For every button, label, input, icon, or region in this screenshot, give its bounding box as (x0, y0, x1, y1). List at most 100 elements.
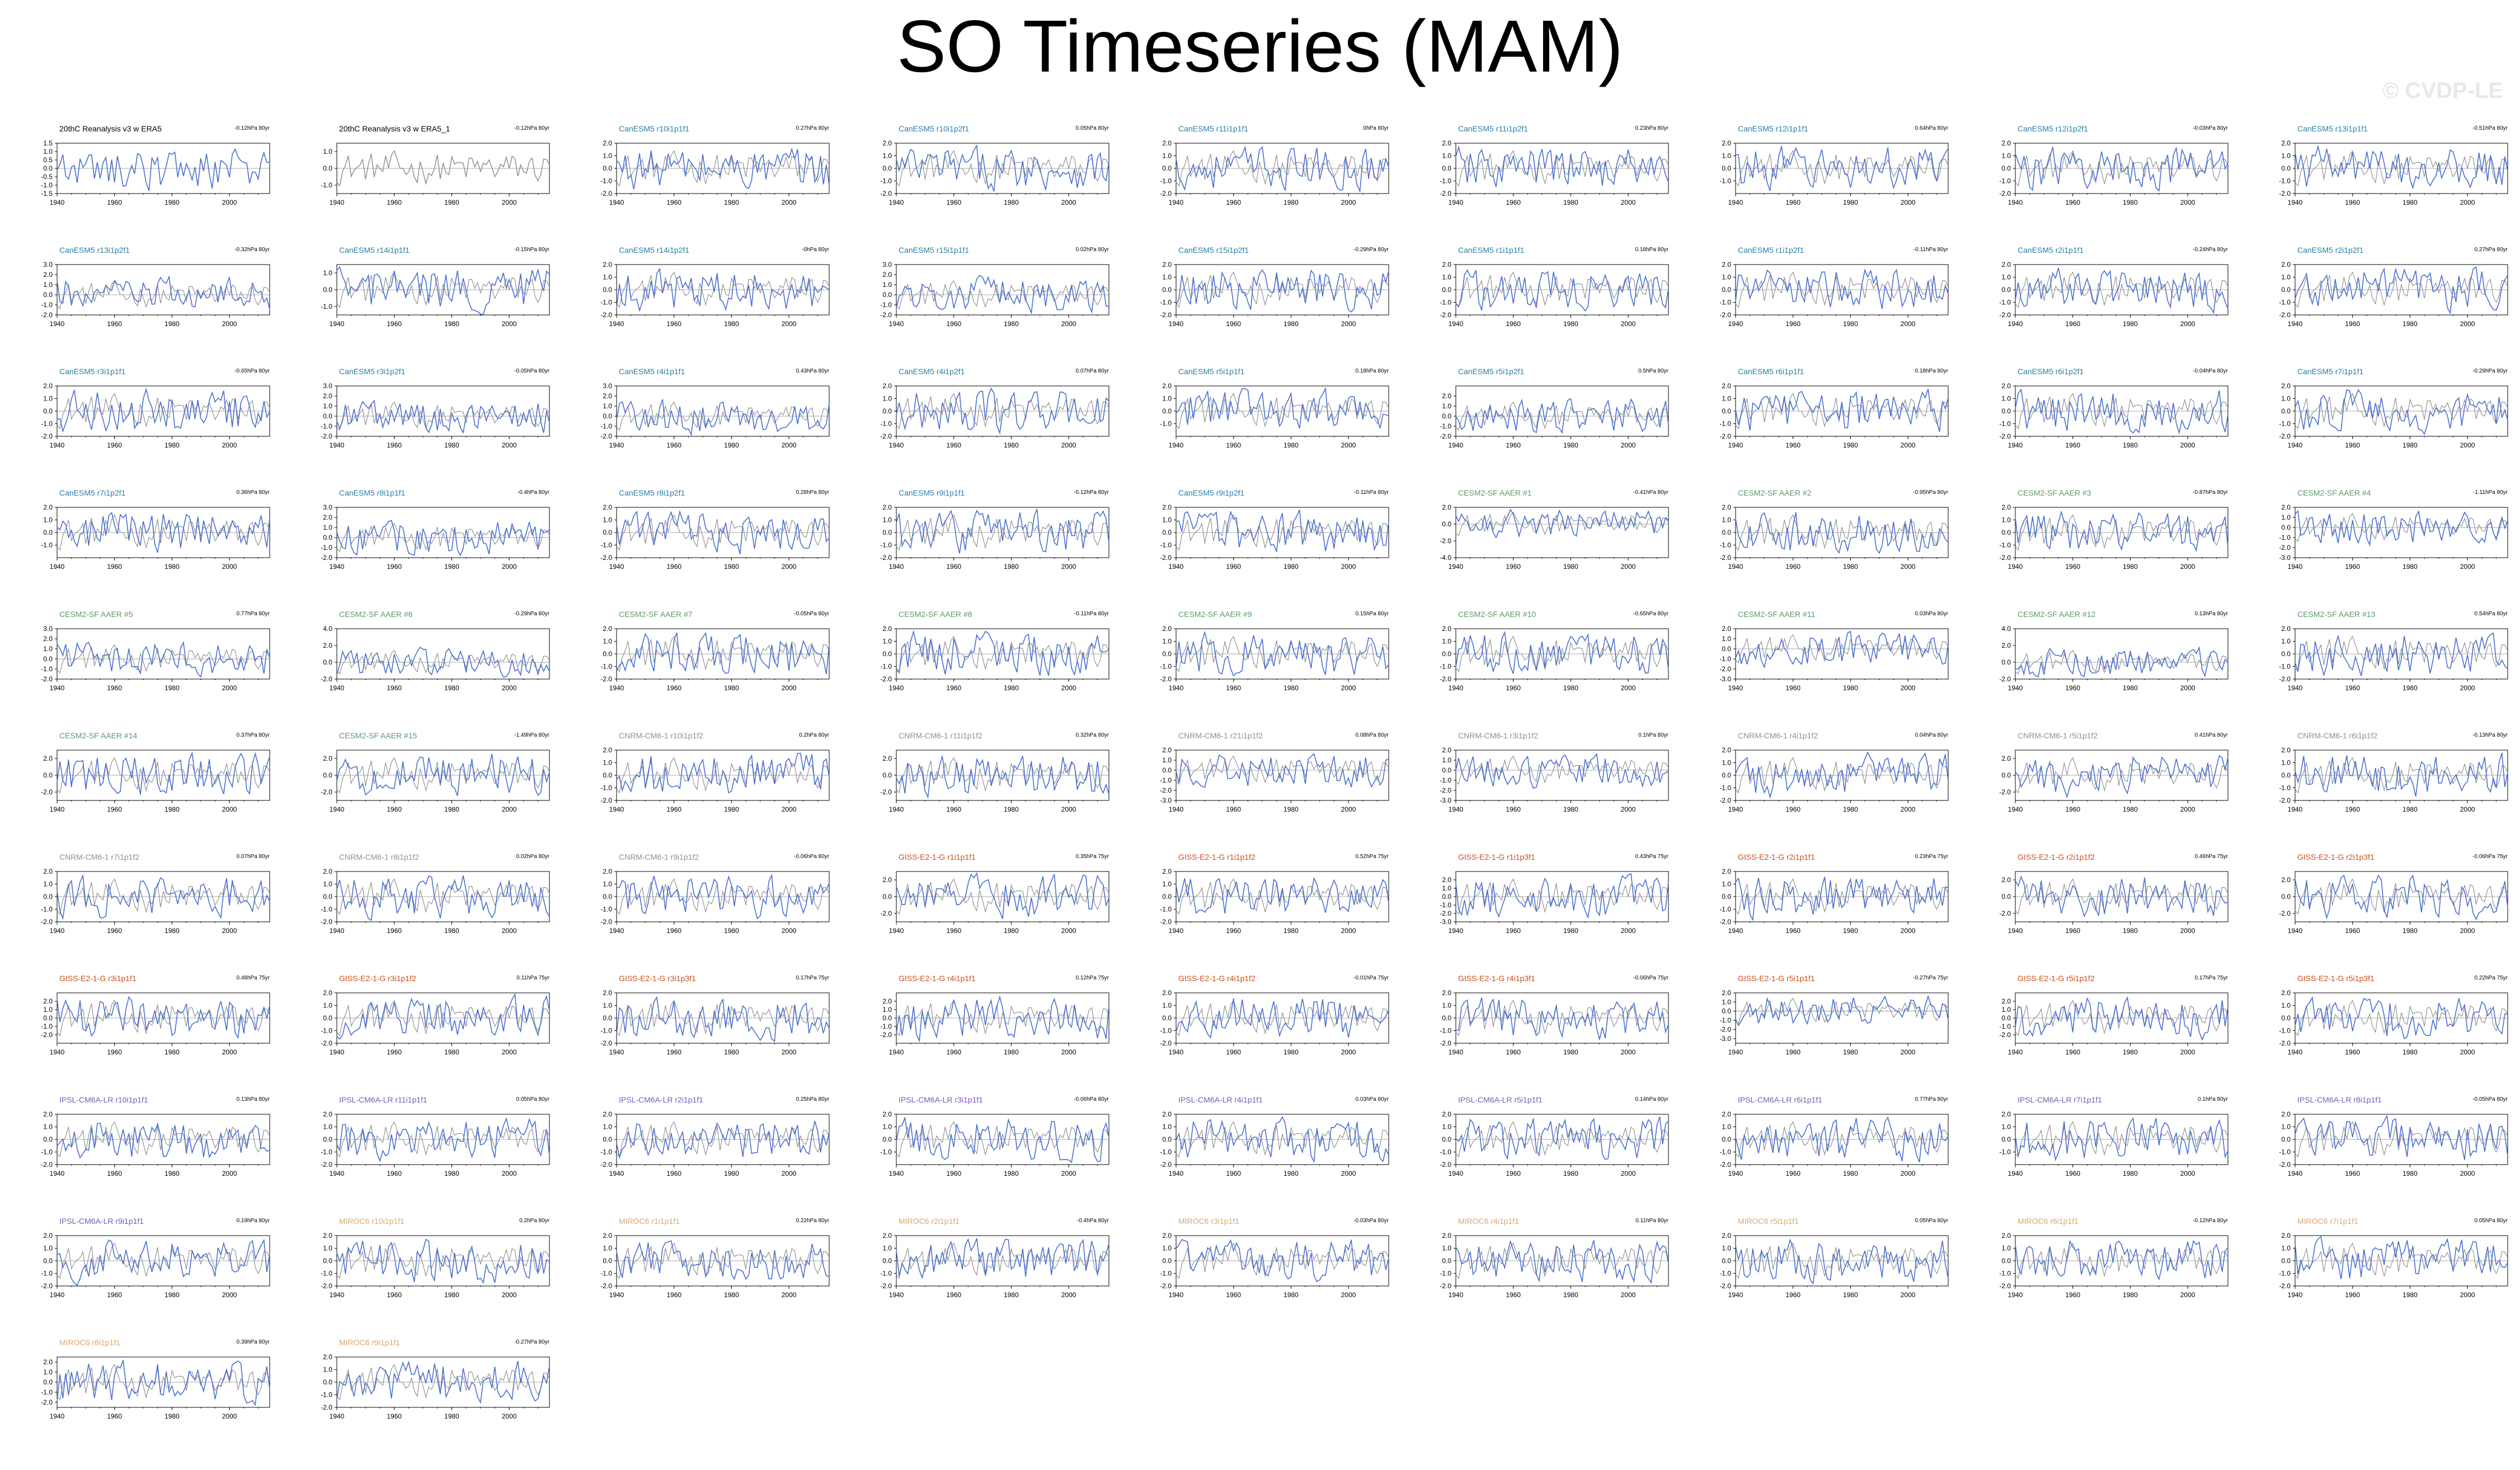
timeseries-panel: CanESM5 r9i1p2f1 -0.11hPa 80yr 2.0 1.0 0.0 -1… (1148, 485, 1394, 580)
y-tick-label: -1.0 (600, 1148, 612, 1156)
x-tick-label: 1980 (164, 684, 180, 692)
x-tick-label: 2000 (1621, 1048, 1636, 1056)
series-line-model (896, 872, 1109, 919)
panel-title: GISS-E2-1-G r1i1p3f1 (1458, 852, 1535, 861)
series-line-model (336, 520, 550, 557)
panel-trend-label: 0.28hPa 80yr (796, 489, 830, 496)
y-tick-label: 1.0 (43, 516, 53, 524)
panel-trend-label: 0.1hPa 80yr (2198, 1096, 2228, 1102)
y-tick-label: 1.0 (323, 524, 332, 531)
panel-title: CanESM5 r7i1p1f1 (2297, 367, 2364, 376)
x-tick-label: 1940 (889, 320, 904, 328)
y-tick-label: 0.0 (323, 658, 332, 666)
x-tick-label: 1960 (1506, 320, 1521, 328)
y-tick-label: -2.0 (880, 311, 892, 319)
x-tick-label: 1960 (387, 199, 402, 206)
y-tick-label: -2.0 (1999, 910, 2011, 917)
x-tick-label: 2000 (1901, 320, 1916, 328)
y-tick-label: 2.0 (2281, 1232, 2291, 1240)
page-title: SO Timeseries (MAM) (896, 5, 1624, 87)
y-tick-label: 1.0 (1722, 152, 1731, 160)
x-tick-label: 1940 (330, 563, 345, 571)
x-tick-label: 2000 (1621, 927, 1636, 935)
y-tick-label: -1.0 (1440, 1270, 1451, 1278)
panel-trend-label: 0.39hPa 80yr (236, 1339, 270, 1345)
y-tick-label: 1.0 (2001, 516, 2011, 524)
y-tick-label: 2.0 (1722, 1232, 1731, 1240)
y-tick-label: -2.0 (1719, 1282, 1731, 1290)
timeseries-panel: GISS-E2-1-G r2i1p3f1 -0.06hPa 75yr 2.0 0.0 -… (2267, 849, 2513, 944)
timeseries-panel: 20thC Reanalysis v3 w ERA5 -0.12hPa 80yr 1… (29, 121, 275, 216)
timeseries-panel: MIROC6 r6i1p1f1 -0.12hPa 80yr 2.0 1.0 0.0 -1.… (1987, 1213, 2234, 1308)
x-tick-label: 1980 (2403, 199, 2418, 206)
y-tick-label: 2.0 (603, 139, 612, 147)
x-tick-label: 2000 (1901, 1170, 1916, 1177)
series-line-model (896, 995, 1109, 1043)
x-tick-label: 2000 (1341, 805, 1356, 813)
y-tick-label: 2.0 (603, 261, 612, 268)
panel-trend-label: 0.05hPa 80yr (2474, 1218, 2508, 1224)
timeseries-panel: GISS-E2-1-G r3i1p1f2 0.11hPa 75yr 2.0 1.0 0.… (309, 970, 555, 1066)
y-tick-label: -1.0 (41, 420, 53, 428)
y-tick-label: 2.0 (2281, 139, 2291, 147)
y-tick-label: 2.0 (2001, 382, 2011, 390)
series-line-model (1455, 630, 1669, 674)
x-tick-label: 1980 (1843, 1048, 1858, 1056)
panel-trend-label: 0.19hPa 80yr (236, 1218, 270, 1224)
x-tick-label: 2000 (2180, 927, 2195, 935)
y-tick-label: -1.0 (1999, 1148, 2011, 1156)
series-line-model (1735, 146, 1949, 191)
y-tick-label: 0.0 (1162, 650, 1172, 658)
series-line-model (1176, 145, 1389, 193)
panel-title: GISS-E2-1-G r5i1p1f1 (1738, 974, 1815, 983)
y-tick-label: 1.0 (43, 281, 53, 289)
x-tick-label: 1980 (164, 320, 180, 328)
series-line-model (1455, 1240, 1669, 1284)
timeseries-panel: CanESM5 r14i1p1f1 -0.15hPa 80yr 1.0 0.0 -1.0… (309, 242, 555, 337)
y-tick-label: -1.0 (1719, 1016, 1731, 1024)
series-line-observed (336, 1364, 550, 1401)
y-tick-label: 0.0 (1442, 1257, 1451, 1265)
x-tick-label: 1940 (50, 684, 65, 692)
x-tick-label: 1960 (387, 1412, 402, 1420)
series-line-model (1735, 1116, 1949, 1162)
x-tick-label: 1980 (724, 320, 739, 328)
x-tick-label: 1960 (666, 1048, 681, 1056)
y-tick-label: -1.0 (880, 1148, 892, 1156)
timeseries-panel: CNRM-CM6-1 r11i1p1f2 0.32hPa 80yr 2.0 0.0 -2… (868, 728, 1115, 823)
timeseries-panel: CanESM5 r3i1p1f1 -0.65hPa 80yr 2.0 1.0 0.0 -1… (29, 364, 275, 459)
y-tick-label: 2.0 (882, 382, 892, 390)
y-tick-label: -2.0 (2279, 311, 2291, 319)
y-tick-label: 2.0 (2001, 139, 2011, 147)
x-tick-label: 1940 (1449, 927, 1464, 935)
panel-trend-label: -0.87hPa 80yr (2193, 489, 2228, 496)
x-tick-label: 2000 (1341, 1170, 1356, 1177)
x-tick-label: 1960 (946, 1170, 961, 1177)
x-tick-label: 1960 (387, 1170, 402, 1177)
series-line-model (1735, 1238, 1949, 1285)
x-tick-label: 1960 (946, 805, 961, 813)
y-tick-label: 1.0 (882, 395, 892, 403)
y-tick-label: 2.0 (323, 868, 332, 875)
timeseries-panel: CanESM5 r12i1p2f1 -0.03hPa 80yr 2.0 1.0 0.0 -… (1987, 121, 2234, 216)
y-tick-label: 1.0 (603, 638, 612, 646)
x-tick-label: 1960 (387, 927, 402, 935)
y-tick-label: 2.0 (1722, 261, 1731, 268)
y-tick-label: -1.0 (41, 1148, 53, 1156)
x-tick-label: 2000 (1061, 441, 1076, 449)
x-tick-label: 1940 (1169, 1170, 1184, 1177)
y-tick-label: -2.0 (2279, 190, 2291, 197)
timeseries-panel: CanESM5 r11i1p2f1 0.23hPa 80yr 2.0 1.0 0.0 -1… (1428, 121, 1674, 216)
x-tick-label: 1980 (1843, 320, 1858, 328)
panel-title: CanESM5 r13i1p2f1 (59, 246, 130, 255)
y-tick-label: 2.0 (43, 635, 53, 643)
y-tick-label: -1.0 (1719, 655, 1731, 663)
panel-trend-label: -0.11hPa 80yr (1074, 611, 1109, 617)
